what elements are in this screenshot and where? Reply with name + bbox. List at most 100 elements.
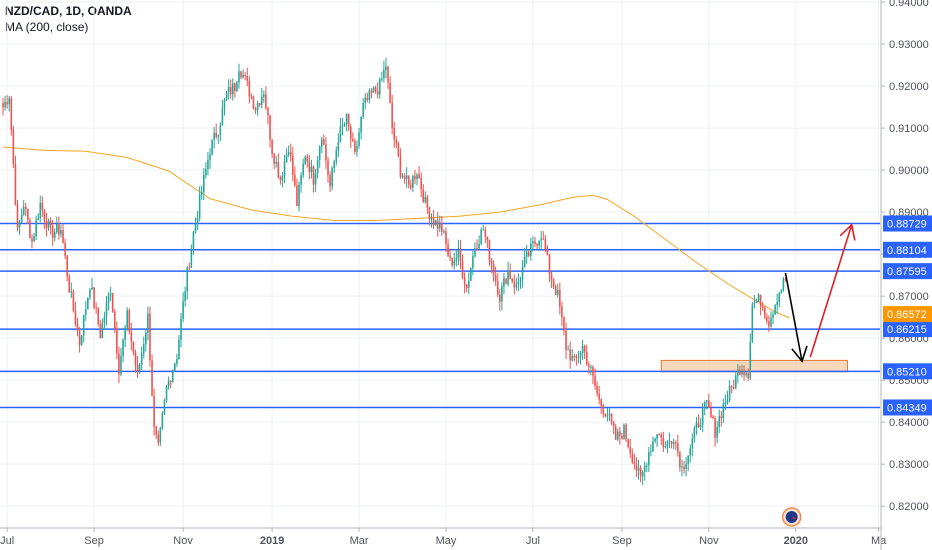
- flag-icon[interactable]: [781, 507, 802, 527]
- candle-body: [246, 75, 249, 82]
- candle-body: [701, 408, 704, 426]
- candle-body: [366, 97, 369, 101]
- candle-body: [306, 156, 309, 162]
- candle-body: [751, 304, 754, 342]
- candle-body: [530, 243, 532, 256]
- candle-body: [68, 276, 71, 293]
- candle-body: [585, 351, 588, 365]
- candle-body: [509, 270, 511, 279]
- candle-body: [494, 274, 497, 281]
- level-tag-label: 0.85210: [887, 366, 927, 378]
- candle-body: [113, 311, 116, 329]
- candle-body: [712, 416, 714, 419]
- candle-body: [91, 287, 93, 290]
- candle-body: [387, 66, 389, 83]
- y-tick-label: 0.92000: [889, 81, 929, 93]
- candles: [2, 57, 787, 486]
- candle-body: [368, 90, 371, 101]
- candle-body: [720, 416, 723, 419]
- candle-body: [455, 257, 458, 261]
- candle-body: [298, 184, 300, 207]
- candle-body: [623, 424, 625, 439]
- projection-down-arrow-shaft: [784, 272, 803, 362]
- candle-body: [244, 75, 246, 77]
- candle-body: [412, 175, 414, 188]
- candle-body: [74, 310, 77, 325]
- candle-body: [610, 413, 613, 423]
- candle-body: [24, 206, 27, 210]
- candle-body: [310, 166, 313, 173]
- candle-body: [499, 294, 501, 302]
- candle-body: [424, 196, 427, 203]
- candle-body: [194, 223, 197, 232]
- candle-body: [58, 223, 60, 235]
- candle-body: [654, 438, 656, 442]
- candle-body: [4, 102, 6, 108]
- candle-body: [420, 178, 422, 190]
- candle-body: [706, 400, 708, 403]
- candle-body: [548, 254, 551, 275]
- candle-body: [703, 402, 706, 409]
- candle-body: [118, 353, 120, 375]
- candle-body: [668, 441, 671, 443]
- x-tick-label: Ma: [871, 535, 887, 547]
- candle-body: [314, 173, 317, 185]
- candle-body: [614, 426, 617, 440]
- candle-body: [31, 238, 33, 242]
- candle-body: [72, 291, 75, 311]
- candle-body: [269, 115, 271, 140]
- y-tick-label: 0.94000: [889, 0, 929, 9]
- candle-body: [637, 467, 640, 471]
- candle-body: [182, 301, 184, 319]
- candle-body: [490, 259, 493, 264]
- candle-body: [517, 281, 520, 285]
- candle-body: [333, 161, 335, 169]
- candle-body: [641, 471, 644, 477]
- candle-body: [6, 102, 8, 105]
- candle-body: [300, 175, 302, 185]
- candle-body: [741, 372, 743, 375]
- candle-body: [691, 438, 694, 449]
- candle-body: [629, 446, 632, 454]
- y-tick-label: 0.87000: [889, 291, 929, 303]
- candle-body: [211, 139, 213, 155]
- candle-body: [381, 78, 383, 80]
- candle-body: [165, 386, 168, 401]
- candle-body: [602, 405, 605, 414]
- level-tag-label: 0.87595: [887, 266, 927, 278]
- candle-body: [271, 139, 273, 155]
- candle-body: [265, 94, 267, 109]
- candle-body: [608, 413, 611, 416]
- candle-body: [281, 175, 284, 180]
- candle-body: [496, 280, 499, 295]
- candle-body: [513, 281, 516, 288]
- candle-body: [447, 244, 449, 256]
- candle-body: [722, 403, 725, 419]
- level-tag: [883, 215, 932, 232]
- candle-body: [180, 318, 182, 340]
- candle-body: [592, 366, 594, 376]
- candle-body: [339, 126, 342, 143]
- candle-body: [757, 294, 760, 303]
- x-tick-label: Mar: [350, 535, 369, 547]
- candle-body: [85, 309, 87, 315]
- candle-body: [699, 425, 702, 428]
- candle-body: [283, 162, 286, 176]
- candle-body: [745, 373, 747, 376]
- candle-body: [761, 306, 764, 308]
- candle-body: [225, 92, 228, 101]
- candle-body: [538, 240, 540, 246]
- candle-body: [594, 375, 596, 387]
- support-zone-rect: [660, 359, 849, 373]
- candle-body: [93, 287, 95, 308]
- candle-body: [480, 229, 482, 244]
- candle-body: [666, 441, 669, 447]
- x-tick-label: May: [436, 535, 457, 547]
- candle-body: [80, 335, 83, 345]
- candle-body: [236, 82, 238, 91]
- candle-body: [588, 364, 590, 368]
- candle-body: [492, 263, 495, 275]
- candle-body: [534, 241, 536, 244]
- candle-body: [681, 466, 683, 468]
